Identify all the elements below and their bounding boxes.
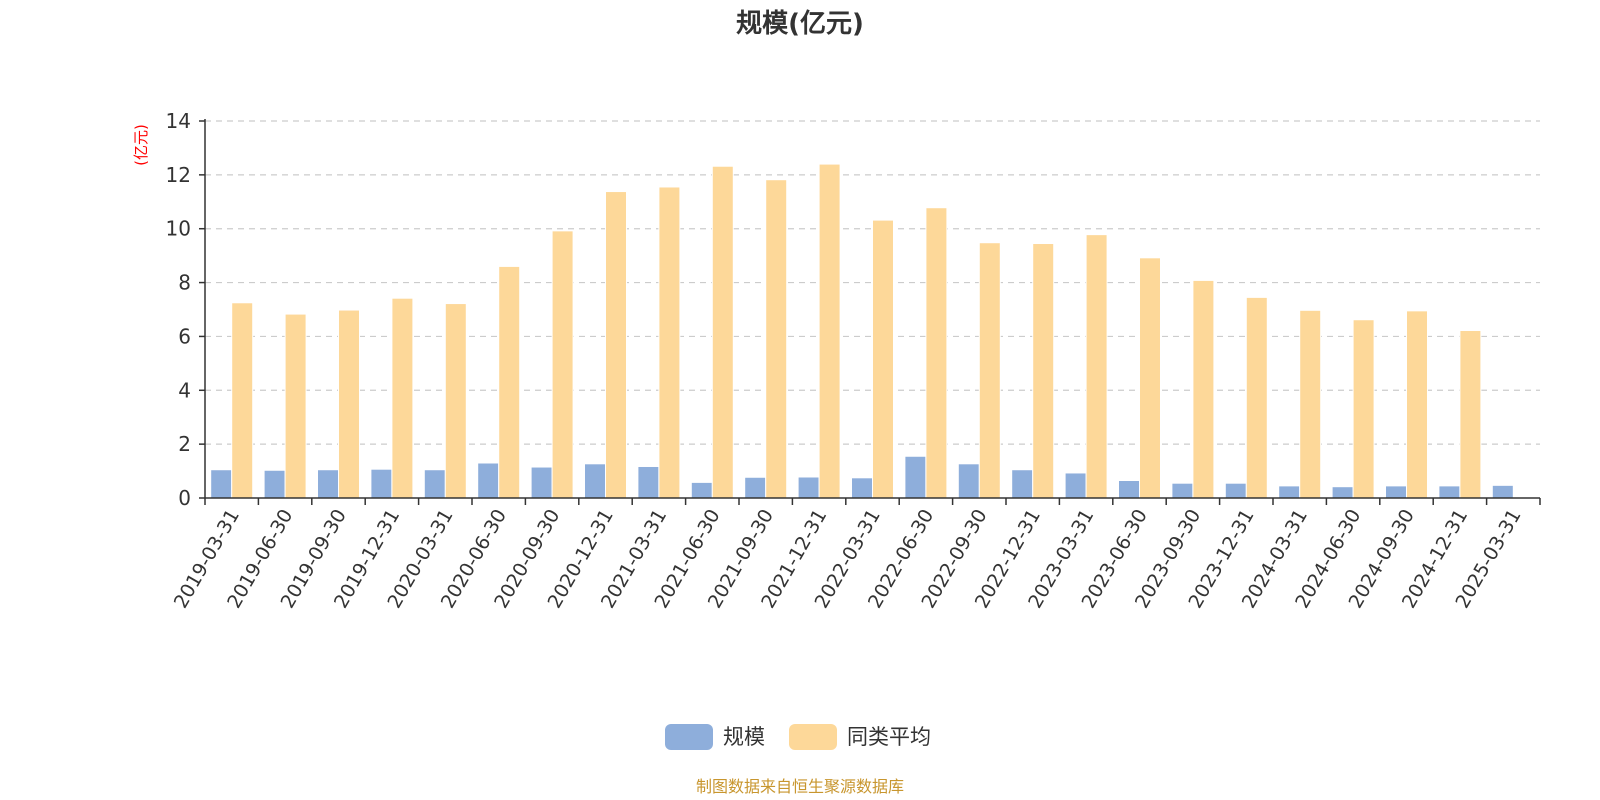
bar-scale: [317, 469, 339, 499]
y-tick-label: 8: [178, 271, 191, 295]
y-tick-label: 10: [166, 217, 191, 241]
bar-scale: [957, 463, 980, 499]
bar-scale: [1224, 482, 1247, 499]
legend-swatch: [665, 724, 713, 750]
bar-peer-average: [231, 302, 254, 499]
y-tick-label: 0: [178, 486, 191, 510]
bar-peer-average: [391, 297, 414, 499]
bars: [210, 163, 1514, 499]
axes: 024681012142019-03-312019-06-302019-09-3…: [166, 109, 1541, 612]
bar-scale: [1118, 479, 1140, 499]
bar-peer-average: [444, 303, 467, 499]
bar-scale: [1278, 485, 1301, 499]
bar-peer-average: [1299, 309, 1322, 499]
bar-scale: [637, 465, 660, 499]
y-tick-label: 14: [166, 109, 191, 133]
bar-peer-average: [1139, 257, 1161, 499]
bar-scale: [851, 477, 873, 499]
bar-scale: [1011, 469, 1034, 499]
bar-scale: [423, 469, 446, 499]
bar-peer-average: [1245, 296, 1268, 499]
bar-peer-average: [1406, 310, 1428, 499]
bar-peer-average: [978, 242, 1001, 499]
bar-scale: [584, 463, 606, 499]
bar-scale: [370, 468, 393, 499]
y-axis-unit-label: (亿元): [132, 124, 150, 166]
bar-scale: [1171, 482, 1194, 499]
bar-scale: [744, 476, 767, 499]
bar-peer-average: [1085, 234, 1108, 499]
bar-peer-average: [658, 186, 681, 499]
bar-peer-average: [1192, 279, 1215, 499]
bar-peer-average: [551, 230, 574, 499]
legend-swatch: [789, 724, 837, 750]
bar-scale: [690, 481, 713, 499]
bar-peer-average: [765, 179, 788, 499]
bar-peer-average: [872, 219, 894, 499]
bar-peer-average: [338, 309, 360, 499]
bar-peer-average: [498, 265, 521, 499]
bar-peer-average: [1032, 243, 1055, 499]
y-tick-label: 4: [178, 378, 191, 402]
bar-scale: [797, 476, 820, 499]
bar-scale: [1064, 472, 1087, 499]
bar-scale: [263, 469, 286, 499]
bar-peer-average: [818, 163, 841, 499]
bar-peer-average: [1459, 330, 1482, 499]
source-note: 制图数据来自恒生聚源数据库: [696, 777, 904, 796]
y-tick-label: 12: [166, 163, 191, 187]
bar-peer-average: [711, 165, 734, 499]
bar-scale: [1491, 484, 1514, 499]
y-tick-label: 6: [178, 324, 191, 348]
y-tick-label: 2: [178, 432, 191, 456]
bar-peer-average: [284, 313, 307, 499]
bar-scale: [1385, 485, 1407, 499]
bar-scale: [904, 455, 927, 499]
bar-scale: [1331, 486, 1354, 499]
bar-scale: [530, 466, 553, 499]
legend: 规模 同类平均: [665, 724, 931, 750]
bar-scale: [477, 462, 500, 499]
legend-label: 同类平均: [847, 725, 931, 749]
bar-scale: [1438, 485, 1461, 499]
bar-peer-average: [1352, 319, 1375, 499]
chart-title: 规模(亿元): [736, 9, 864, 39]
bar-scale: [210, 469, 233, 499]
bar-peer-average: [925, 207, 948, 499]
bar-peer-average: [605, 191, 627, 499]
legend-label: 规模: [723, 725, 765, 749]
